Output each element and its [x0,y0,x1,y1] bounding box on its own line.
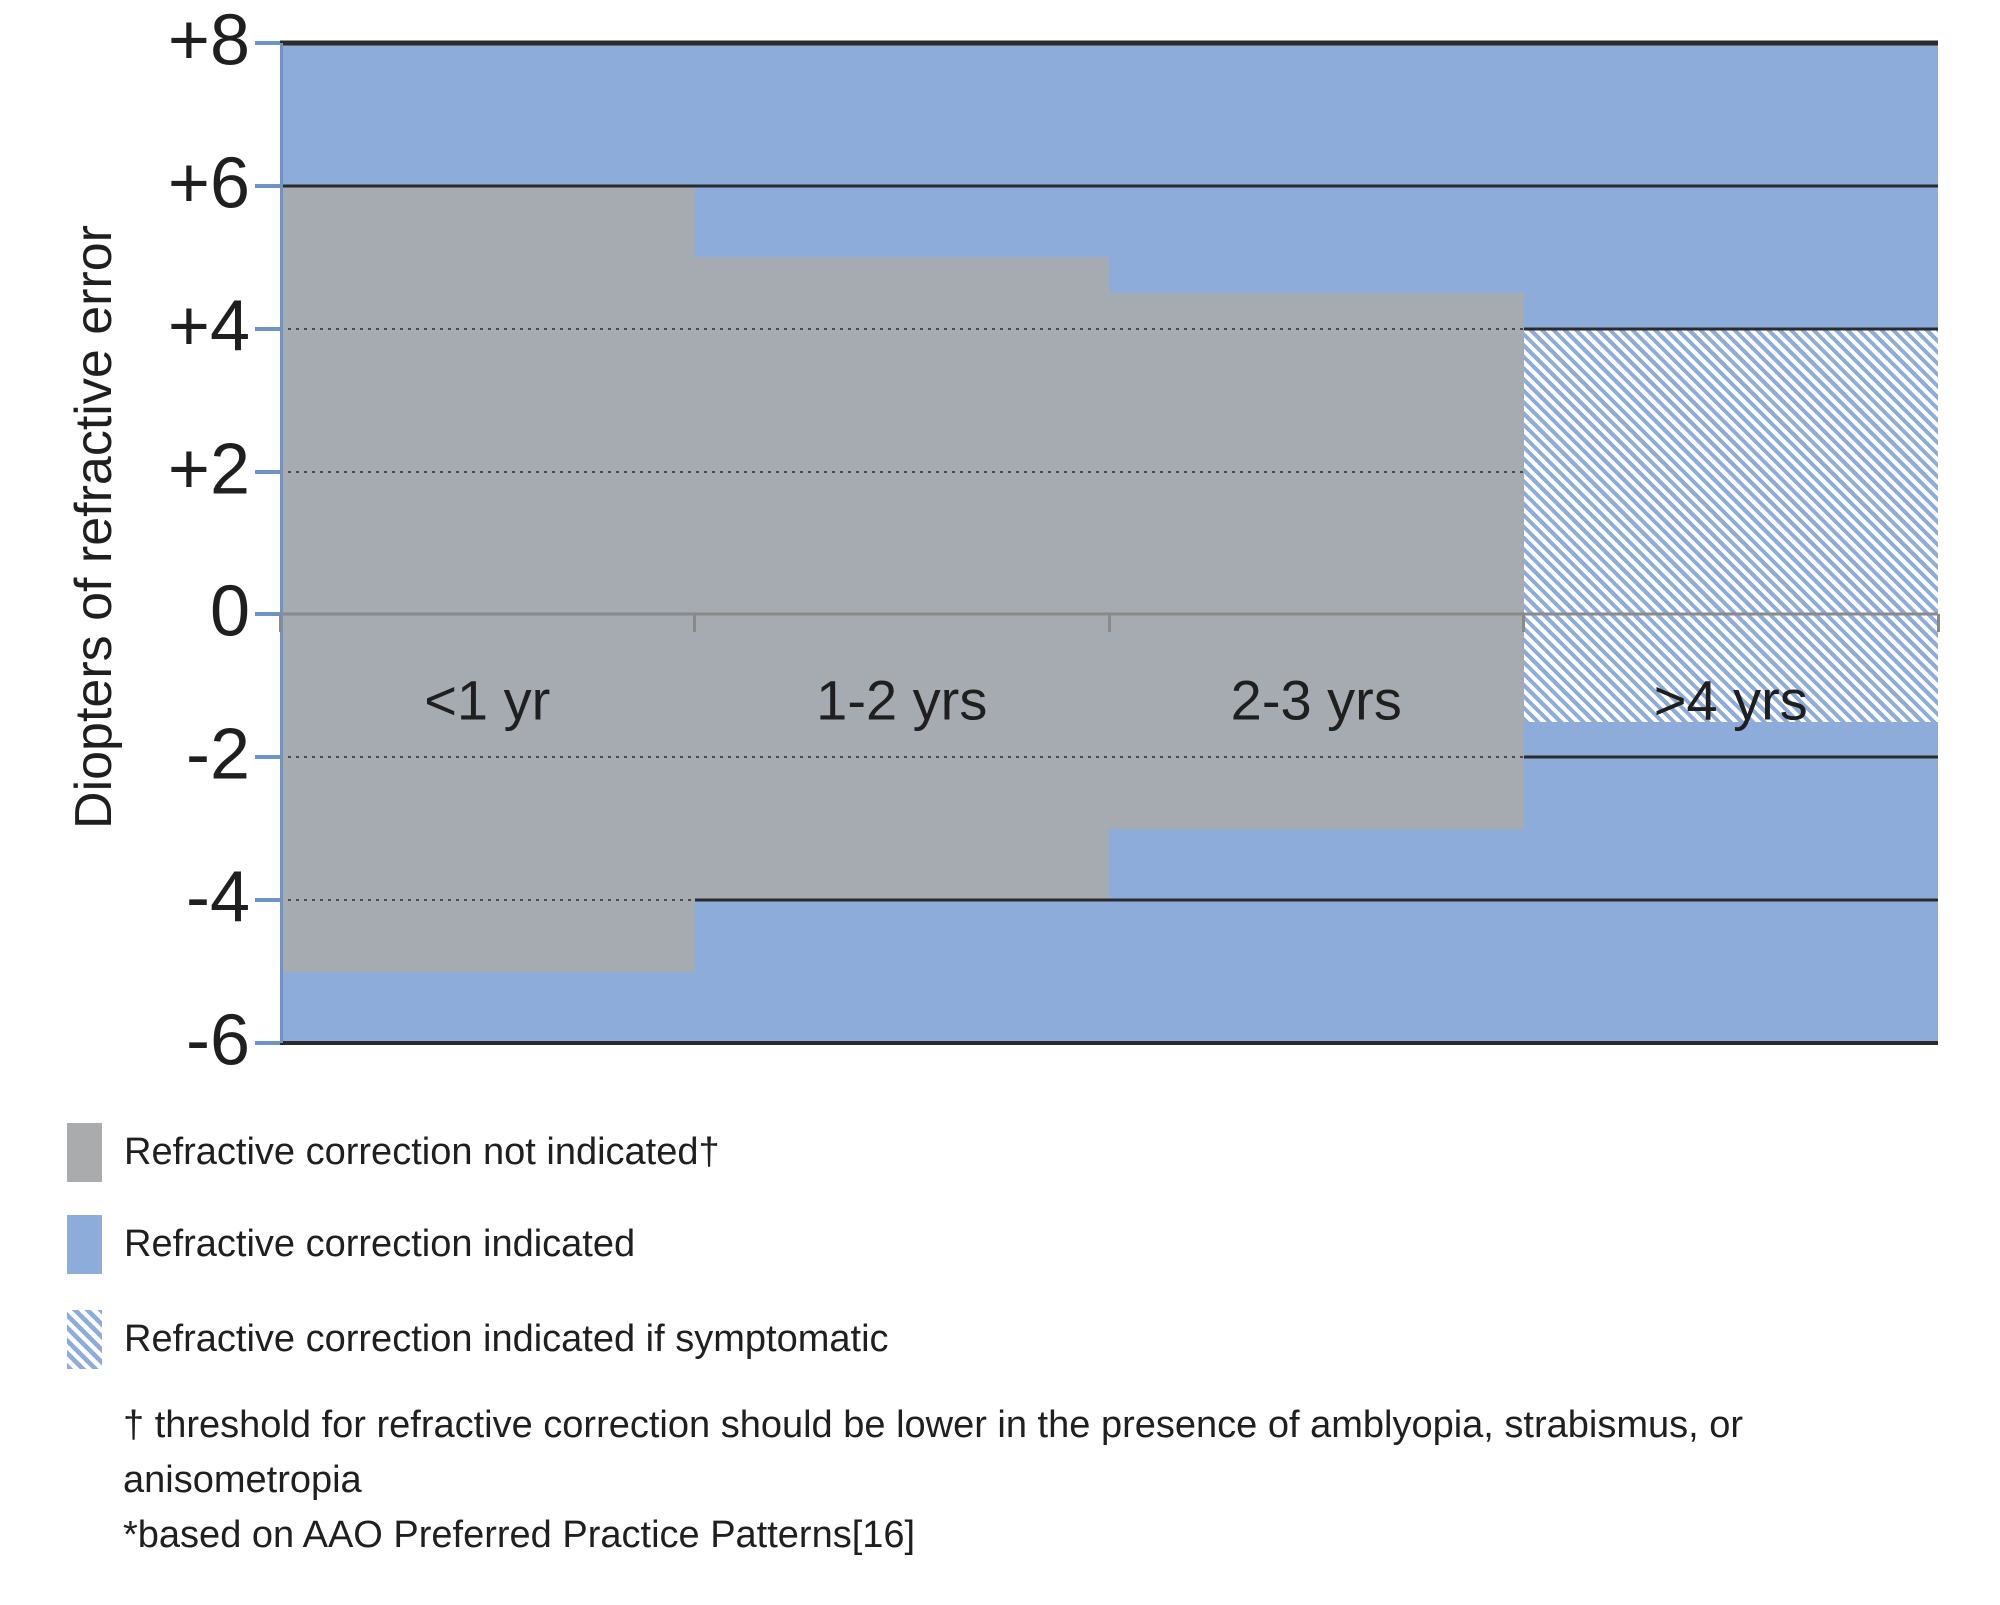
gridline--4 [694,898,1938,902]
gridline--4 [280,899,695,902]
x-tick-4 [1936,614,1940,633]
zone-not-indicated-3 [1109,293,1524,829]
footnotes: † threshold for refractive correction sh… [123,1398,1913,1563]
y-tick-label-+2: +2 [167,429,250,510]
y-tick-label-0: 0 [209,571,250,652]
legend-item-not-indicated: Refractive correction not indicated† [67,1123,720,1182]
legend-label: Refractive correction indicated [124,1223,636,1265]
y-tick-label--2: -2 [185,714,250,795]
y-tick-+6 [255,183,280,188]
zone-not-indicated-2 [694,257,1109,901]
y-tick-label-+8: +8 [167,0,250,81]
gray-swatch-icon [67,1123,102,1182]
category-label-3: 2-3 yrs [1230,668,1402,732]
gridline--6 [280,1041,1938,1045]
gridline-+6 [280,184,1938,188]
y-tick-label-+6: +6 [167,143,250,224]
category-label-4: >4 yrs [1653,668,1808,732]
y-tick--4 [255,898,280,903]
legend-label: Refractive correction indicated if sympt… [124,1318,889,1360]
y-tick-0 [255,612,280,617]
y-axis-line [280,43,283,1043]
gridline-+8 [280,40,1938,46]
y-tick-+8 [255,41,280,45]
zone-not-indicated-1 [280,185,695,972]
y-tick-label--6: -6 [185,1000,250,1081]
category-label-1: <1 yr [424,668,551,732]
x-tick-0 [278,614,282,633]
y-tick-+4 [255,326,280,331]
y-tick-label--4: -4 [185,857,250,938]
zone-if-symptomatic-4 [1523,328,1938,722]
y-tick-+2 [255,469,280,474]
footnote-dagger: † threshold for refractive correction sh… [123,1404,1744,1501]
gridline--2 [280,756,1524,759]
x-tick-2 [1107,614,1111,633]
x-tick-1 [693,614,696,633]
gridline--2 [1523,755,1938,759]
y-tick-label-+4: +4 [167,286,250,367]
y-tick--6 [255,1041,280,1045]
legend-label: Refractive correction not indicated† [124,1131,720,1173]
blue-swatch-icon [67,1215,102,1274]
chart-plot-area: <1 yr 1-2 yrs 2-3 yrs >4 yrs [255,40,1940,1045]
y-tick--2 [255,755,280,760]
hatch-swatch-icon [67,1310,102,1369]
gridline-+4 [280,327,1524,330]
category-label-2: 1-2 yrs [816,668,988,732]
legend-item-if-symptomatic: Refractive correction indicated if sympt… [67,1310,889,1369]
gridline-+2 [280,470,1524,473]
footnote-asterisk: *based on AAO Preferred Practice Pattern… [123,1514,916,1556]
legend-item-indicated: Refractive correction indicated [67,1215,635,1274]
x-tick-3 [1522,614,1525,633]
gridline-+4 [1523,327,1938,331]
